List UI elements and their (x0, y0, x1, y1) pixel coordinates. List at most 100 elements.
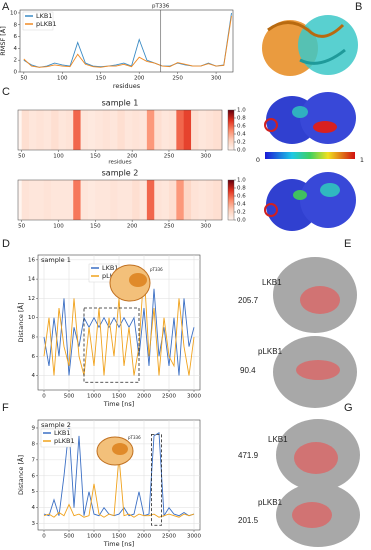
x-tick-label: 200 (127, 154, 138, 160)
colorbar-strip (228, 149, 234, 151)
y-tick-label: 0 (14, 70, 18, 76)
heatmap-cell (51, 110, 59, 150)
legend-label: LKB1 (54, 429, 70, 437)
heatmap-cell (139, 110, 148, 150)
colorbar-strip (228, 183, 234, 185)
heatmap-cell (117, 180, 126, 220)
heatmap-cell (124, 180, 133, 220)
heatmap-cell (161, 180, 170, 220)
x-tick-label: 50 (18, 154, 25, 160)
colorbar-strip (228, 147, 234, 149)
colorbar-strip (228, 208, 234, 210)
y-tick-label: 7 (32, 457, 36, 463)
colorbar-tick-label: 0.2 (237, 140, 246, 146)
colorbar-strip (228, 193, 234, 195)
structure-label: LKB1 (262, 278, 282, 287)
colorbar-strip (228, 202, 234, 204)
colorbar-frame (227, 109, 235, 151)
y-tick-label: 10 (10, 10, 17, 16)
heatmap-cell (51, 180, 59, 220)
heatmap-cell (58, 110, 67, 150)
legend-label: pLKB1 (36, 20, 57, 28)
chart-title: sample 1 (41, 256, 71, 264)
plot-frame (19, 9, 234, 73)
heatmap-cell (102, 180, 111, 220)
colorbar-tick-label: 0.4 (237, 132, 246, 138)
colorbar-tick-label: 1 (360, 156, 364, 164)
structure-g (276, 419, 360, 547)
panel-letter: D (2, 238, 10, 250)
colorbar-strip (228, 135, 234, 137)
volume-value: 471.9 (238, 451, 259, 460)
colorbar-strip (228, 137, 234, 139)
colorbar-tick-label: 0 (256, 156, 260, 164)
colorbar-strip (228, 139, 234, 141)
colorbar-strip (228, 216, 234, 218)
colorbar-tick-label: 0.6 (237, 194, 246, 200)
colorbar-strip (228, 144, 234, 146)
colorbar-strip (228, 132, 234, 134)
heatmap-cell (29, 110, 37, 150)
structure-b-bottom (264, 172, 356, 231)
y-tick-label: 6 (32, 354, 36, 360)
colorbar-strip (228, 203, 234, 205)
colorbar-strip (228, 195, 234, 197)
colorbar-strip (228, 196, 234, 198)
x-tick-label: 200 (134, 76, 145, 82)
x-tick-label: 1500 (112, 534, 126, 540)
colorbar-tick-label: 0.0 (237, 148, 246, 154)
colorbar-tick-label: 0.6 (237, 124, 246, 130)
x-tick-label: 0 (42, 394, 46, 400)
series-line (23, 15, 232, 68)
x-tick-label: 3000 (187, 394, 201, 400)
y-axis-label: Distance [Å] (16, 302, 25, 342)
y-tick-label: 8 (14, 22, 18, 28)
x-tick-label: 150 (90, 154, 101, 160)
heatmap-cell (21, 110, 30, 150)
colorbar-strip (228, 122, 234, 124)
colorbar-strip (228, 134, 234, 136)
colorbar-tick-label: 0.0 (237, 218, 246, 224)
colorbar-strip (228, 180, 234, 182)
y-tick-label: 9 (32, 425, 36, 431)
heatmap-cell (213, 180, 223, 220)
colorbar-strip (228, 133, 234, 135)
highlight-box (151, 433, 162, 526)
chart-title: sample 2 (41, 421, 71, 429)
heatmap-cell (80, 180, 89, 220)
colorbar-strip (228, 112, 234, 114)
x-tick-label: 250 (164, 154, 175, 160)
heatmap-cell (168, 180, 177, 220)
colorbar-strip (228, 200, 234, 202)
x-tick-label: 250 (172, 76, 183, 82)
inset-label: pT336 (128, 435, 141, 440)
colorbar-strip (228, 117, 234, 119)
x-tick-label: 300 (211, 76, 222, 82)
colorbar-strip (228, 125, 234, 127)
colorbar-strip (228, 194, 234, 196)
inset-structure (96, 264, 151, 466)
y-tick-label: 2 (14, 58, 18, 64)
colorbar-tick-label: 0.2 (237, 210, 246, 216)
heatmap-cell (146, 180, 155, 220)
heatmap-cell (95, 180, 103, 220)
heatmap-cell (154, 110, 162, 150)
colorbar-b (265, 152, 355, 159)
colorbar-strip (228, 123, 234, 125)
colorbar-strip (228, 111, 234, 113)
x-tick-label: 200 (127, 224, 138, 230)
chart-title: sample 2 (102, 169, 139, 178)
colorbar-strip (228, 206, 234, 208)
annotation-label: pT336 (152, 4, 170, 10)
colorbar-strip (228, 143, 234, 145)
panel-letter: A (2, 1, 10, 13)
x-tick-label: 1000 (87, 534, 101, 540)
colorbar-strip (228, 184, 234, 186)
colorbar-strip (228, 210, 234, 212)
x-tick-label: 3000 (187, 534, 201, 540)
colorbar-strip (228, 209, 234, 211)
y-tick-label: 5 (32, 489, 36, 495)
colorbar-strip (228, 136, 234, 138)
panel-letter: C (2, 86, 10, 98)
